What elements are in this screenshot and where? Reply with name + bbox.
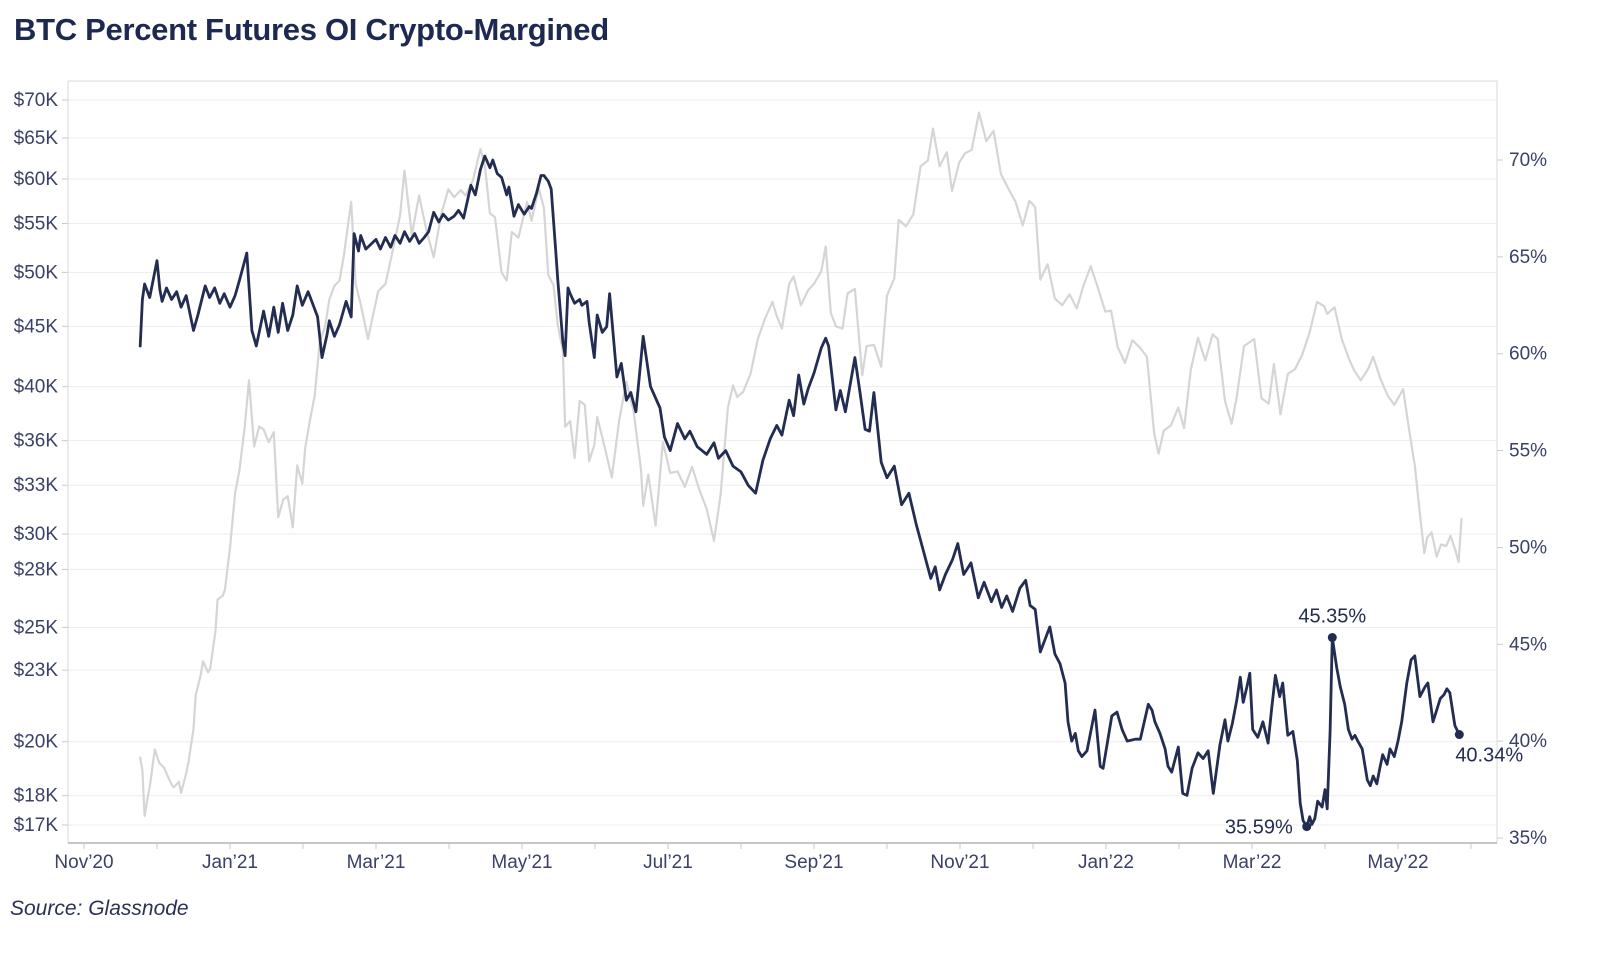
chart-title: BTC Percent Futures OI Crypto-Margined xyxy=(14,12,609,47)
annotation-dot xyxy=(1454,730,1464,740)
price-axis-label: $17K xyxy=(14,815,59,836)
price-axis-label: $55K xyxy=(14,214,59,235)
price-axis-label: $65K xyxy=(14,128,59,149)
percent-axis-label: 50% xyxy=(1509,537,1547,558)
month-axis-label: Nov’21 xyxy=(930,852,989,873)
price-axis-label: $25K xyxy=(14,617,59,638)
price-axis-label: $36K xyxy=(14,431,59,452)
price-axis-label: $20K xyxy=(14,732,59,753)
percent-axis-label: 45% xyxy=(1509,634,1547,655)
price-axis-label: $60K xyxy=(14,169,59,190)
annotation-label: 45.35% xyxy=(1298,606,1366,628)
annotation-dot xyxy=(1302,822,1312,832)
price-axis-label: $28K xyxy=(14,559,59,580)
source-note: Source: Glassnode xyxy=(10,897,189,920)
percent-axis-label: 35% xyxy=(1509,828,1547,849)
month-axis-label: Mar’21 xyxy=(347,852,406,873)
month-axis-label: Nov’20 xyxy=(54,852,113,873)
price-axis-label: $18K xyxy=(14,786,59,807)
percent-axis-label: 40% xyxy=(1509,731,1547,752)
price-axis-label: $30K xyxy=(14,524,59,545)
percent-axis-label: 55% xyxy=(1509,441,1547,462)
price-axis-label: $70K xyxy=(14,90,59,111)
percent-axis-label: 60% xyxy=(1509,344,1547,365)
price-axis-label: $23K xyxy=(14,660,59,681)
price-axis-label: $33K xyxy=(14,475,59,496)
month-axis-label: Sep’21 xyxy=(784,852,843,873)
month-axis-label: Mar’22 xyxy=(1223,852,1282,873)
oi-percent-line xyxy=(138,154,1461,828)
price-axis-label: $40K xyxy=(14,377,59,398)
month-axis-label: Jan’21 xyxy=(202,852,258,873)
month-axis-label: Jul’21 xyxy=(643,852,693,873)
annotation-dot xyxy=(1327,633,1337,643)
month-axis-label: May’22 xyxy=(1367,852,1428,873)
annotation-label: 40.34% xyxy=(1455,745,1523,767)
price-axis-label: $45K xyxy=(14,316,59,337)
btc-price-line xyxy=(139,111,1463,818)
month-axis-label: Jan’22 xyxy=(1078,852,1134,873)
percent-axis-label: 65% xyxy=(1509,247,1547,268)
annotation-label: 35.59% xyxy=(1225,817,1293,839)
percent-axis-label: 70% xyxy=(1509,150,1547,171)
price-axis-label: $50K xyxy=(14,262,59,283)
month-axis-label: May’21 xyxy=(491,852,552,873)
